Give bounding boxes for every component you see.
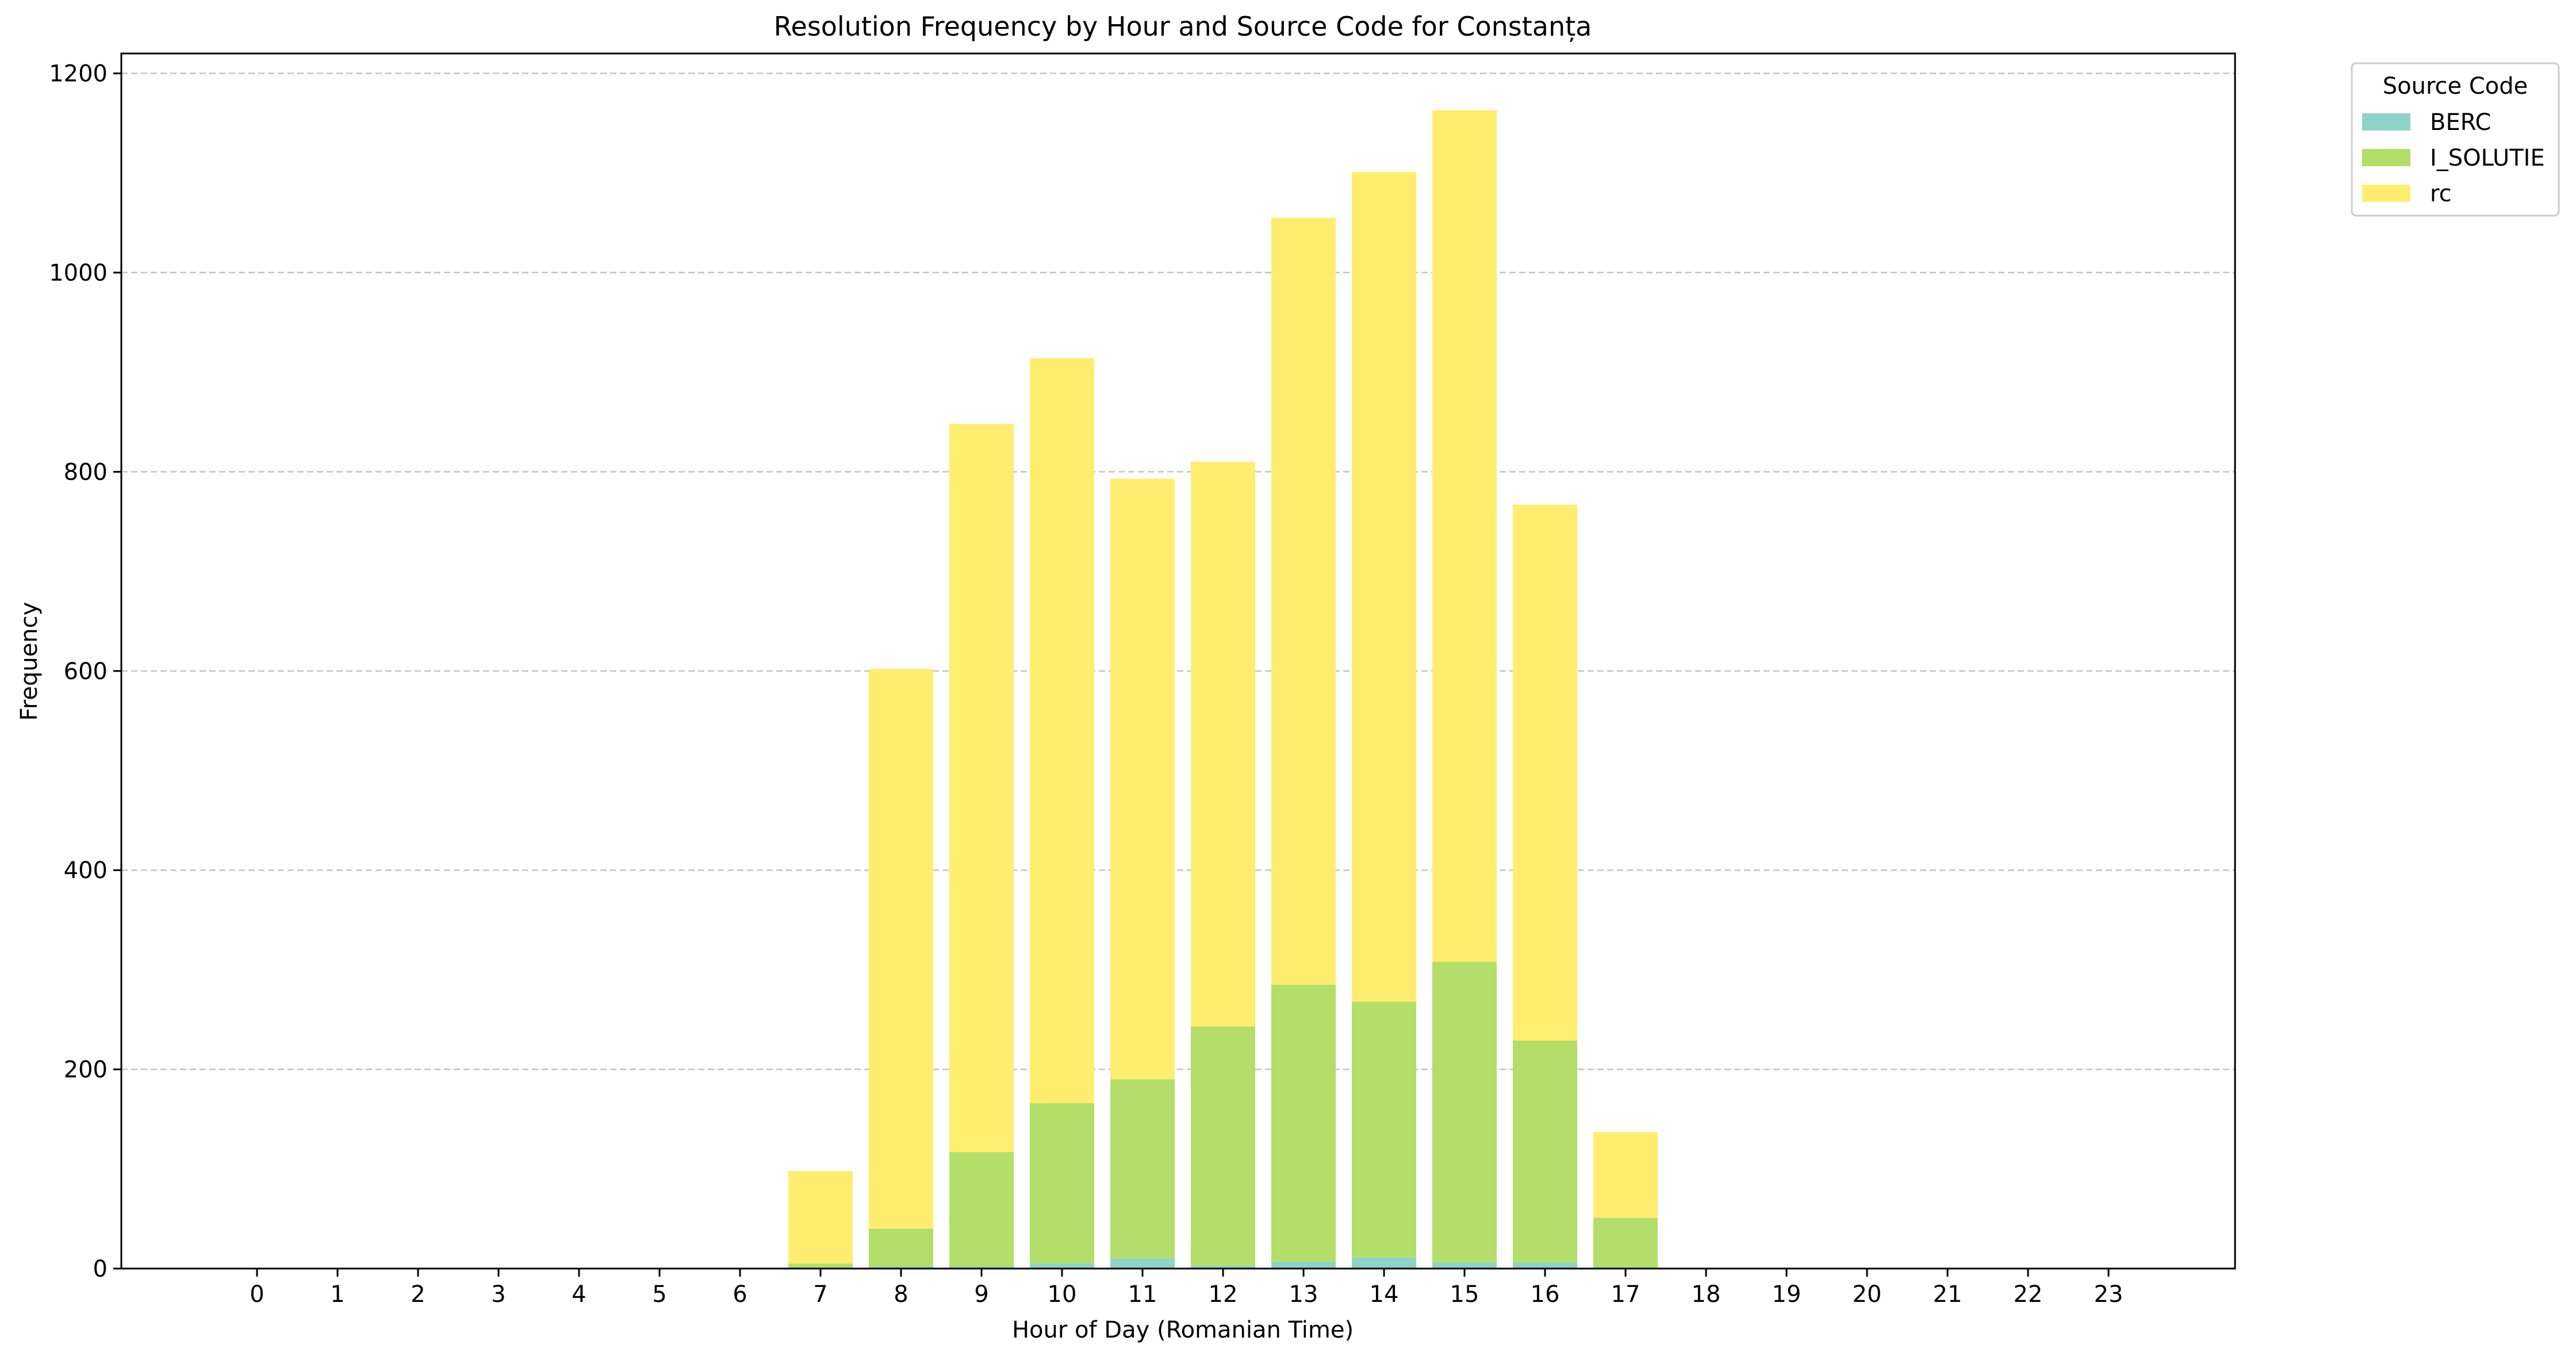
y-tick-label: 1200 bbox=[49, 61, 108, 87]
x-tick-label: 15 bbox=[1450, 1281, 1479, 1308]
bar-segment-rc bbox=[1352, 172, 1416, 1002]
x-tick-label: 19 bbox=[1772, 1281, 1801, 1308]
legend-title: Source Code bbox=[2383, 73, 2528, 99]
legend-label: I_SOLUTIE bbox=[2430, 145, 2545, 171]
bar-segment-rc bbox=[1271, 217, 1336, 985]
bar-segment-i-solutie bbox=[1593, 1217, 1658, 1269]
bar-segment-i-solutie bbox=[869, 1228, 933, 1267]
bar-segment-i-solutie bbox=[1432, 961, 1497, 1263]
x-tick-label: 6 bbox=[733, 1281, 747, 1308]
bar-segment-berc bbox=[949, 1266, 1014, 1269]
bar-segment-berc bbox=[869, 1266, 933, 1269]
bar-segment-rc bbox=[1432, 110, 1497, 962]
y-tick-label: 0 bbox=[93, 1256, 108, 1282]
x-tick-label: 1 bbox=[330, 1281, 344, 1308]
bar-segment-i-solutie bbox=[1191, 1026, 1255, 1266]
x-tick-label: 23 bbox=[2094, 1281, 2123, 1308]
y-tick-label: 200 bbox=[64, 1057, 108, 1083]
x-tick-label: 8 bbox=[894, 1281, 908, 1308]
y-axis-ticks: 0 200 400 600 800 1000 1200 bbox=[49, 61, 121, 1282]
bar-segment-berc bbox=[1030, 1263, 1094, 1269]
chart-title: Resolution Frequency by Hour and Source … bbox=[774, 11, 1592, 43]
bar-segment-rc bbox=[1593, 1132, 1658, 1218]
legend-swatch bbox=[2362, 149, 2410, 166]
x-tick-label: 0 bbox=[250, 1281, 264, 1308]
y-tick-label: 400 bbox=[64, 857, 108, 884]
bar-segment-rc bbox=[1191, 462, 1255, 1027]
y-tick-label: 600 bbox=[64, 658, 108, 685]
legend-box bbox=[2351, 62, 2560, 217]
bars bbox=[788, 110, 1658, 1269]
bar-segment-i-solutie bbox=[1030, 1103, 1094, 1264]
legend-swatch bbox=[2362, 113, 2410, 131]
bar-segment-i-solutie bbox=[1271, 984, 1336, 1262]
bar-segment-rc bbox=[1030, 358, 1094, 1104]
y-axis-label: Frequency bbox=[16, 602, 43, 721]
x-tick-label: 21 bbox=[1933, 1281, 1962, 1308]
bar-segment-rc bbox=[869, 669, 933, 1229]
bar-segment-berc bbox=[1191, 1265, 1255, 1269]
x-tick-label: 13 bbox=[1289, 1281, 1318, 1308]
legend-swatch bbox=[2362, 185, 2410, 202]
x-tick-label: 16 bbox=[1531, 1281, 1560, 1308]
x-tick-label: 9 bbox=[974, 1281, 988, 1308]
x-tick-label: 7 bbox=[813, 1281, 827, 1308]
bar-segment-i-solutie bbox=[1352, 1001, 1416, 1258]
bar-segment-rc bbox=[949, 424, 1014, 1152]
x-axis-label: Hour of Day (Romanian Time) bbox=[1012, 1317, 1354, 1343]
x-tick-label: 10 bbox=[1048, 1281, 1077, 1308]
x-tick-label: 2 bbox=[411, 1281, 425, 1308]
x-tick-label: 12 bbox=[1209, 1281, 1238, 1308]
y-tick-label: 800 bbox=[64, 459, 108, 485]
bar-segment-berc bbox=[1432, 1262, 1497, 1269]
x-tick-label: 14 bbox=[1370, 1281, 1399, 1308]
plot-frame bbox=[120, 52, 2236, 1270]
x-tick-label: 5 bbox=[652, 1281, 666, 1308]
bar-segment-berc bbox=[1513, 1262, 1577, 1269]
bar-segment-rc bbox=[1513, 504, 1577, 1041]
y-tick-label: 1000 bbox=[49, 260, 108, 286]
x-tick-label: 20 bbox=[1853, 1281, 1882, 1308]
x-tick-label: 3 bbox=[491, 1281, 505, 1308]
bar-segment-i-solutie bbox=[788, 1263, 853, 1269]
x-tick-label: 11 bbox=[1128, 1281, 1157, 1308]
x-tick-label: 4 bbox=[572, 1281, 586, 1308]
bar-segment-i-solutie bbox=[1110, 1079, 1175, 1259]
x-tick-label: 18 bbox=[1692, 1281, 1721, 1308]
x-tick-label: 22 bbox=[2014, 1281, 2043, 1308]
bar-segment-rc bbox=[788, 1171, 853, 1264]
gridlines bbox=[121, 72, 2235, 1070]
x-tick-label: 17 bbox=[1611, 1281, 1640, 1308]
legend-label: BERC bbox=[2430, 109, 2491, 136]
bar-segment-i-solutie bbox=[1513, 1040, 1577, 1263]
x-axis-ticks: 0 1 2 3 4 5 6 7 8 9 10 11 12 13 14 15 16 17 18 19 20 21 22 23 bbox=[250, 1269, 2123, 1308]
bar-segment-i-solutie bbox=[949, 1152, 1014, 1267]
bar-segment-berc bbox=[1352, 1257, 1416, 1269]
legend-label: rc bbox=[2430, 181, 2452, 207]
bar-segment-rc bbox=[1110, 478, 1175, 1079]
bar-segment-berc bbox=[1271, 1261, 1336, 1269]
bar-segment-berc bbox=[1110, 1258, 1175, 1269]
